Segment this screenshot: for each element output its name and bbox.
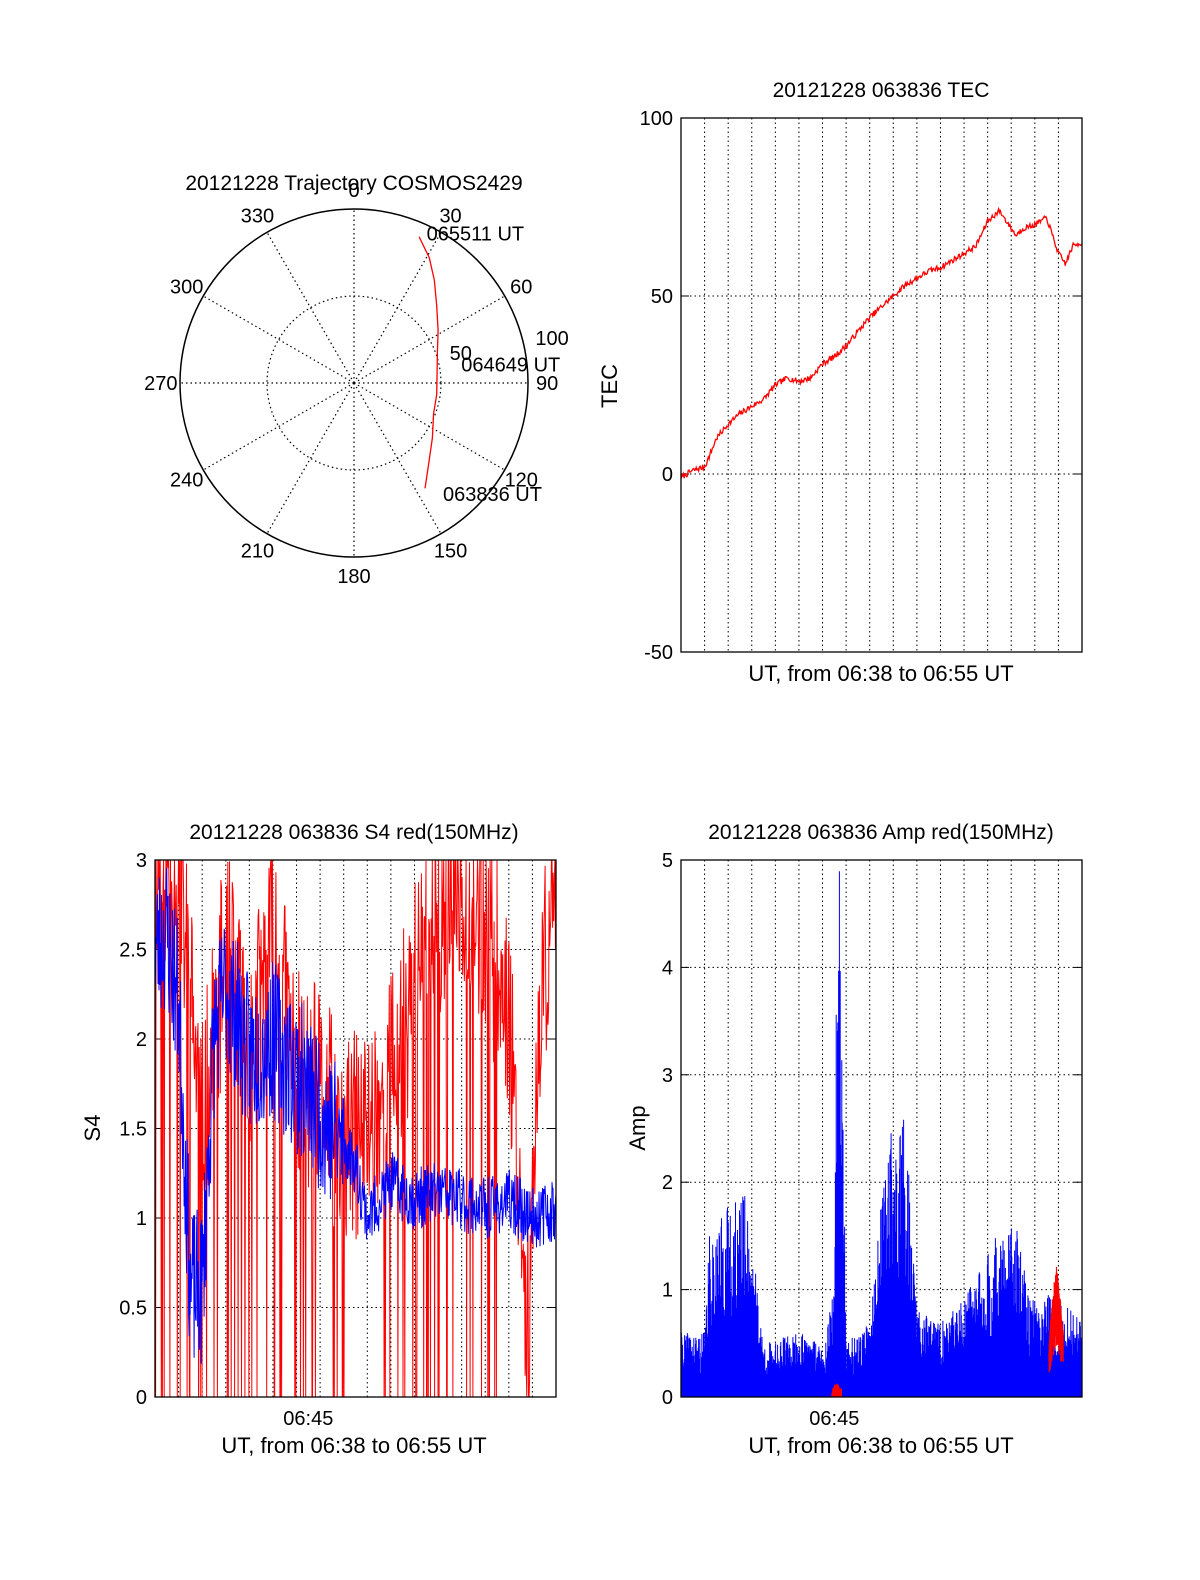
amp-chart: 20121228 063836 Amp red(150MHz) UT, from…	[625, 821, 1083, 1458]
azimuth-label: 60	[510, 276, 532, 298]
polar-spoke	[266, 232, 355, 384]
amp-title: 20121228 063836 Amp red(150MHz)	[708, 821, 1054, 844]
amp-ytick-label: 2	[662, 1172, 673, 1194]
tec-ylabel: TEC	[597, 364, 622, 408]
s4-ytick-label: 2	[136, 1029, 147, 1051]
trajectory-track	[418, 236, 439, 489]
s4-plot-frame	[154, 859, 557, 1398]
amp-xtick-label: 06:45	[809, 1408, 859, 1430]
tec-ytick-label: 0	[662, 464, 673, 486]
tec-chart: 20121228 063836 TEC UT, from 06:38 to 06…	[597, 79, 1083, 686]
amp-blue-series-bars	[680, 871, 1083, 1397]
tec-ytick-label: 50	[651, 286, 673, 308]
amp-ytick-label: 5	[662, 850, 673, 872]
radial-label: 50	[450, 343, 472, 365]
s4-ylabel: S4	[80, 1115, 105, 1142]
azimuth-label: 300	[170, 276, 203, 298]
amp-red-series-bars	[831, 1267, 1064, 1397]
s4-ytick-label: 2.5	[119, 940, 147, 962]
tec-plot-frame	[680, 117, 1083, 653]
azimuth-label: 120	[505, 470, 538, 492]
polar-spoke	[203, 382, 355, 471]
tec-title: 20121228 063836 TEC	[773, 79, 990, 102]
s4-title: 20121228 063836 S4 red(150MHz)	[189, 821, 518, 844]
tec-series-line	[680, 206, 1083, 480]
azimuth-label: 270	[144, 373, 177, 395]
azimuth-label: 210	[241, 540, 274, 562]
polar-spoke	[203, 295, 355, 384]
s4-ytick-label: 0	[136, 1387, 147, 1409]
trajectory-title: 20121228 Trajectory COSMOS2429	[185, 172, 522, 195]
s4-xlabel: UT, from 06:38 to 06:55 UT	[221, 1433, 486, 1458]
amp-ytick-label: 0	[662, 1387, 673, 1409]
trajectory-time-label: 064649 UT	[461, 355, 560, 377]
s4-ytick-label: 1.5	[119, 1119, 147, 1141]
polar-outer-circle	[179, 208, 529, 558]
azimuth-label: 240	[170, 470, 203, 492]
tec-ytick-label: -50	[644, 642, 673, 664]
trajectory-time-label: 065511 UT	[427, 223, 524, 245]
radial-label: 100	[535, 328, 568, 350]
azimuth-label: 330	[241, 206, 274, 228]
trajectory-time-label: 063836 UT	[443, 484, 542, 506]
azimuth-label: 90	[536, 373, 558, 395]
azimuth-label: 150	[434, 540, 467, 562]
s4-blue-series-line	[154, 868, 557, 1364]
s4-ytick-label: 1	[136, 1208, 147, 1230]
s4-ytick-label: 0.5	[119, 1298, 147, 1320]
azimuth-label: 30	[439, 206, 461, 228]
amp-ytick-label: 1	[662, 1280, 673, 1302]
trajectory-polar-chart: 20121228 Trajectory COSMOS2429 0 30 60 90 12…	[144, 172, 569, 588]
azimuth-label: 0	[348, 180, 359, 202]
s4-xtick-label: 06:45	[283, 1408, 333, 1430]
tec-ytick-label: 100	[640, 108, 673, 130]
amp-xlabel: UT, from 06:38 to 06:55 UT	[748, 1433, 1013, 1458]
amp-ytick-label: 3	[662, 1065, 673, 1087]
amp-ytick-label: 4	[662, 957, 673, 979]
amp-ylabel: Amp	[625, 1105, 650, 1150]
tec-xlabel: UT, from 06:38 to 06:55 UT	[748, 661, 1013, 686]
polar-ring-50	[266, 295, 442, 471]
s4-chart: 20121228 063836 S4 red(150MHz) UT, from …	[80, 821, 557, 1458]
s4-ytick-label: 3	[136, 850, 147, 872]
polar-spoke	[266, 382, 355, 534]
amp-plot-frame	[680, 859, 1083, 1398]
azimuth-label: 180	[337, 566, 370, 588]
s4-red-series-line	[154, 859, 557, 1398]
